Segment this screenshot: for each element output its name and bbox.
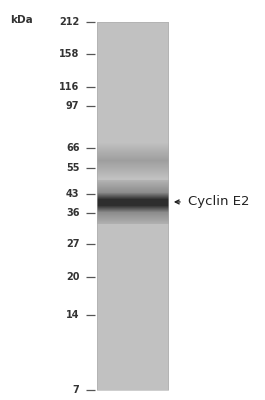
Text: 116: 116 (59, 82, 80, 92)
Text: 36: 36 (66, 208, 80, 218)
Text: 27: 27 (66, 239, 80, 249)
Text: 43: 43 (66, 189, 80, 199)
Text: 7: 7 (73, 385, 79, 395)
Text: 14: 14 (66, 310, 80, 320)
Text: 212: 212 (59, 17, 80, 27)
Text: 66: 66 (66, 143, 80, 153)
Bar (97, 22, 168, 390)
Text: 55: 55 (66, 162, 80, 172)
Text: 158: 158 (59, 49, 80, 59)
Text: 20: 20 (66, 272, 80, 282)
Text: 97: 97 (66, 101, 80, 111)
Text: kDa: kDa (11, 15, 33, 25)
Text: Cyclin E2: Cyclin E2 (188, 196, 250, 208)
